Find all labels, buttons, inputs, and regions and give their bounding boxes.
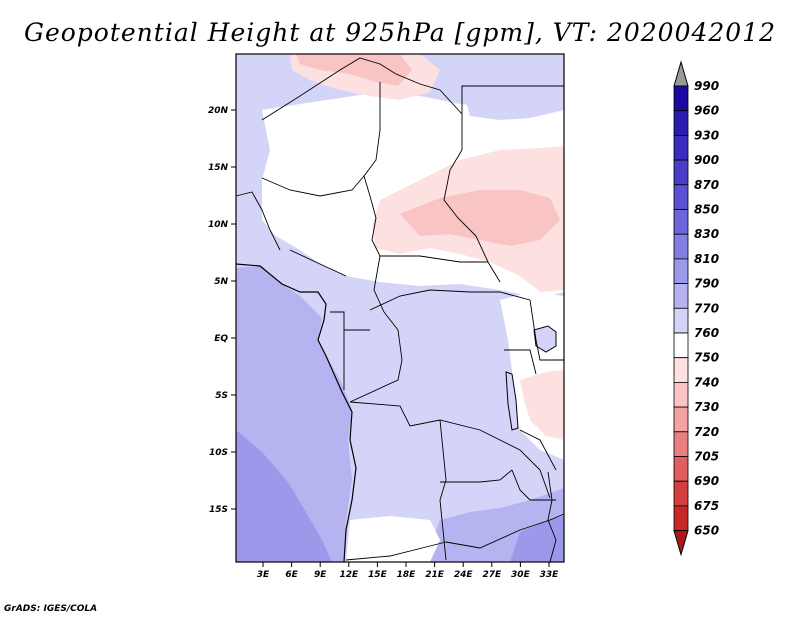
lat-label: 10N [208, 220, 229, 230]
map-panel [235, 53, 565, 563]
country-borders [235, 57, 565, 563]
colorbar-label: 870 [694, 178, 719, 192]
lon-label: 33E [540, 570, 560, 580]
lat-label: 5N [214, 277, 228, 287]
colorbar-swatch [673, 357, 689, 383]
lat-label: 10S [209, 448, 228, 458]
colorbar-swatch [673, 134, 689, 161]
colorbar-swatch [673, 110, 689, 136]
colorbar-label: 830 [694, 227, 719, 241]
lon-label: 24E [454, 570, 474, 580]
lake-tanganyika [505, 371, 519, 431]
lat-label: 20N [208, 106, 229, 116]
lon-label: 21E [425, 570, 445, 580]
lon-label: 3E [257, 570, 270, 580]
colorbar-label: 960 [694, 104, 719, 118]
lake-victoria [533, 325, 557, 353]
lon-label: 27E [482, 570, 502, 580]
grads-credit: GrADS: IGES/COLA [4, 604, 98, 614]
colorbar-label: 770 [694, 301, 719, 315]
field-pink-east [520, 370, 564, 440]
colorbar-swatch [673, 233, 689, 260]
coastline [235, 263, 357, 563]
colorbar-label: 810 [694, 252, 719, 266]
colorbar: 990 960 930 900 870 850 830 810 790 770 760 750 740 7… [673, 60, 719, 557]
map-frame [235, 53, 565, 563]
colorbar-swatch [673, 480, 689, 507]
colorbar-label: 900 [694, 153, 719, 167]
colorbar-label: 740 [694, 375, 719, 389]
colorbar-swatch [673, 332, 689, 359]
colorbar-label: 760 [694, 326, 719, 340]
field-southeast-blue2 [510, 516, 564, 562]
colorbar-bottom-arrow [673, 530, 689, 557]
lon-label: 9E [314, 570, 327, 580]
colorbar-swatch [673, 184, 689, 210]
colorbar-top-arrow [673, 60, 689, 87]
colorbar-swatch [673, 381, 689, 408]
lat-label: 15S [209, 505, 228, 515]
lat-label: EQ [214, 334, 228, 344]
colorbar-label: 720 [694, 425, 719, 439]
colorbar-label: 650 [694, 524, 719, 538]
colorbar-label: 730 [694, 400, 719, 414]
colorbar-swatch [673, 431, 689, 457]
colorbar-swatch [673, 307, 689, 334]
field-ocean-deep [236, 430, 332, 562]
colorbar-label: 675 [694, 499, 719, 513]
field-blue-northeast [462, 86, 564, 120]
latitude-labels: 20N 15N 10N 5N EQ 5S 10S 15S [208, 106, 236, 515]
lon-label: 15E [368, 570, 388, 580]
lon-label: 12E [339, 570, 359, 580]
field-pink-center2 [400, 190, 560, 246]
lon-label: 30E [511, 570, 531, 580]
colorbar-swatch [673, 456, 689, 482]
lon-label: 6E [285, 570, 298, 580]
lat-label: 15N [208, 163, 229, 173]
map-title: Geopotential Height at 925hPa [gpm], VT:… [23, 18, 777, 47]
field-white-south [346, 516, 440, 562]
colorbar-swatch [673, 159, 689, 186]
colorbar-swatch [673, 505, 689, 531]
colorbar-swatch [673, 209, 689, 235]
colorbar-label: 690 [694, 474, 719, 488]
colorbar-label: 990 [694, 79, 719, 93]
colorbar-swatch [673, 406, 689, 433]
lat-label: 5S [215, 391, 228, 401]
colorbar-swatch [673, 258, 689, 284]
colorbar-swatch [673, 85, 689, 112]
longitude-labels: 3E 6E 9E 12E 15E 18E 21E 24E 27E 30E 33E [257, 562, 559, 580]
colorbar-swatch [673, 283, 689, 309]
colorbar-label: 705 [694, 450, 719, 464]
lon-label: 18E [397, 570, 417, 580]
colorbar-label: 930 [694, 128, 719, 142]
field-pink-north2 [296, 54, 412, 86]
colorbar-label: 850 [694, 203, 719, 217]
colorbar-label: 790 [694, 277, 719, 291]
colorbar-label: 750 [694, 351, 719, 365]
